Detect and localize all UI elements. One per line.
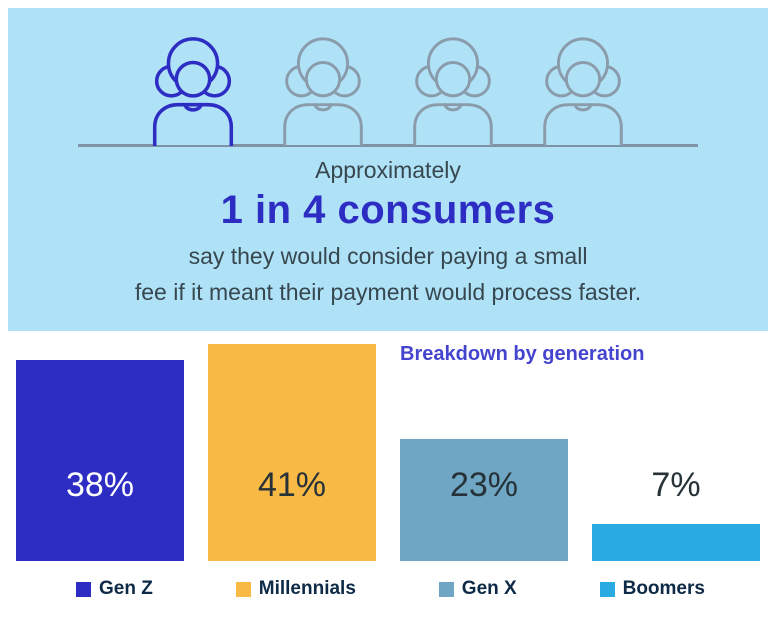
bar-column: 38% [16, 341, 184, 561]
bar-gen-x [400, 439, 568, 561]
hero-body-line-2: fee if it meant their payment would proc… [134, 279, 642, 305]
bars-row: 38% 41% 23% 7% [16, 341, 760, 561]
bar-value-label: 7% [651, 466, 701, 504]
hero-headline: 1 in 4 consumers [220, 188, 556, 232]
baseline-rule [78, 144, 698, 147]
legend-item: Millennials [235, 578, 356, 600]
legend-label: Millennials [258, 578, 356, 599]
legend: Gen Z Millennials Gen X Boomers [16, 578, 760, 600]
bar-gen-z [16, 360, 184, 561]
legend-swatch [235, 581, 251, 597]
legend-swatch [438, 581, 454, 597]
legend-item: Gen X [438, 578, 517, 600]
legend-label: Boomers [622, 578, 705, 599]
hero-approximately: Approximately [315, 157, 461, 183]
person-icon-highlighted [152, 37, 234, 146]
bar-column: 7% [592, 341, 760, 561]
bar-value-label: 38% [65, 466, 135, 504]
infographic: Approximately 1 in 4 consumers say they … [0, 8, 776, 600]
legend-item: Boomers [599, 578, 705, 600]
bar-boomers [592, 524, 760, 561]
bar-chart: Breakdown by generation 38% 41% 23% 7% Gen … [0, 331, 776, 600]
person-icon [543, 37, 623, 146]
bar-column: 23% [400, 341, 568, 561]
legend-swatch [76, 581, 91, 597]
bar-value-label: 23% [449, 466, 519, 504]
bar-millennials [208, 344, 376, 561]
legend-swatch [599, 581, 615, 597]
hero-panel: Approximately 1 in 4 consumers say they … [8, 8, 768, 331]
person-icon [283, 37, 363, 146]
legend-label: Gen Z [99, 578, 153, 599]
bar-column: 41% [208, 341, 376, 561]
person-icon [413, 37, 493, 146]
chart-title: Breakdown by generation [400, 343, 645, 365]
legend-label: Gen X [461, 578, 517, 599]
legend-item: Gen Z [76, 578, 153, 600]
hero-body-line-1: say they would consider paying a small [188, 243, 588, 269]
people-icons [8, 30, 768, 146]
bar-value-label: 41% [257, 466, 327, 504]
